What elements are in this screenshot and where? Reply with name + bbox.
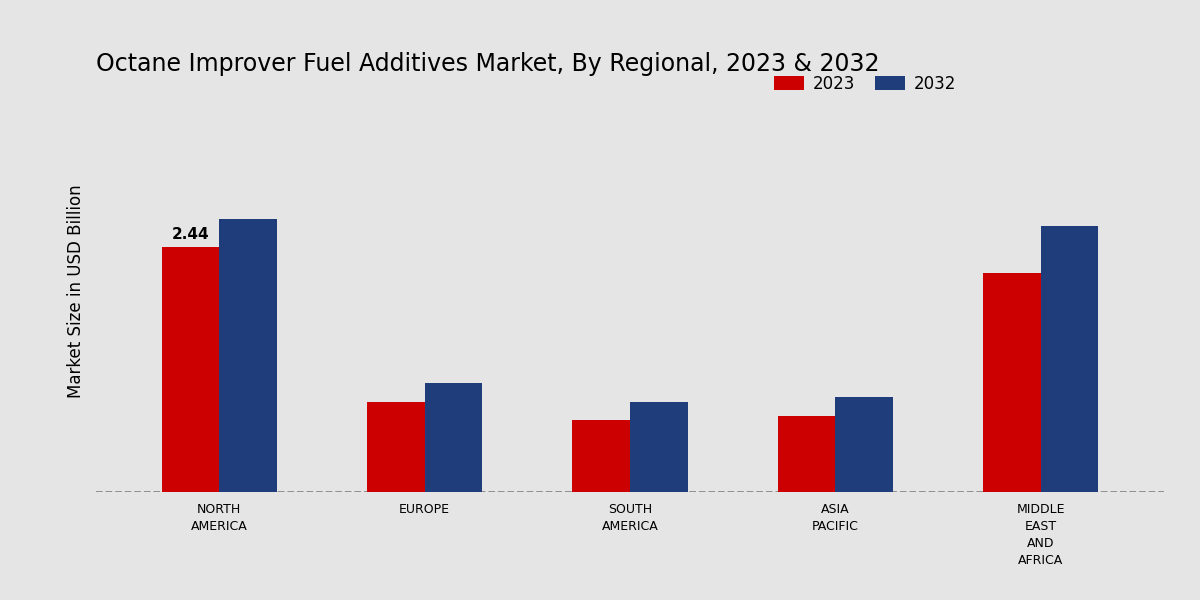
Text: 2.44: 2.44	[172, 227, 209, 242]
Bar	[983, 273, 1040, 492]
Bar	[1040, 226, 1098, 492]
Bar	[162, 247, 220, 492]
Bar	[835, 397, 893, 492]
Y-axis label: Market Size in USD Billion: Market Size in USD Billion	[67, 184, 85, 398]
Bar	[220, 218, 277, 492]
Bar	[572, 419, 630, 492]
Legend: 2023, 2032: 2023, 2032	[766, 66, 964, 101]
Bar	[630, 401, 688, 492]
Text: Octane Improver Fuel Additives Market, By Regional, 2023 & 2032: Octane Improver Fuel Additives Market, B…	[96, 52, 880, 76]
Bar	[425, 383, 482, 492]
Bar	[778, 416, 835, 492]
Bar	[367, 401, 425, 492]
